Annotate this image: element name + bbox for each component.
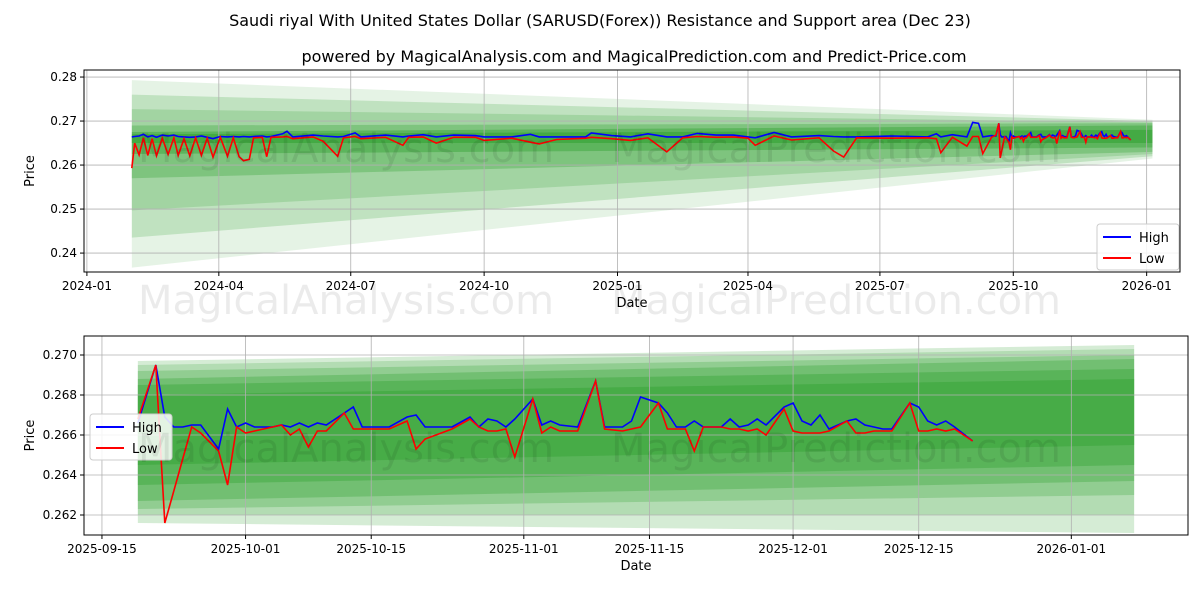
x-tick-label: 2025-12-01: [758, 542, 828, 556]
y-tick-label: 0.25: [50, 202, 77, 216]
x-tick-label: 2024-01: [62, 279, 112, 293]
y-tick-label: 0.264: [43, 468, 77, 482]
legend-low-label: Low: [132, 442, 158, 457]
legend-high-label: High: [1139, 231, 1169, 246]
y-axis-label: Price: [23, 155, 38, 187]
x-tick-label: 2025-04: [723, 279, 773, 293]
chart-subtitle: powered by MagicalAnalysis.com and Magic…: [301, 47, 966, 66]
x-tick-label: 2026-01: [1122, 279, 1172, 293]
y-tick-label: 0.266: [43, 428, 77, 442]
x-axis-label: Date: [616, 296, 647, 311]
watermark-prediction-bottom: MagicalPrediction.com: [611, 426, 1061, 472]
x-tick-label: 2025-11-01: [489, 542, 559, 556]
x-tick-label: 2025-10-15: [336, 542, 406, 556]
low-series-line: [131, 123, 1132, 169]
legend: High Low: [89, 413, 173, 461]
x-tick-label: 2025-09-15: [67, 542, 137, 556]
plot-frame: [83, 69, 1181, 273]
x-tick-label: 2025-01: [592, 279, 642, 293]
support-resistance-band: [137, 349, 1135, 515]
y-axis-label: Price: [23, 420, 38, 452]
y-tick-label: 0.262: [43, 508, 77, 522]
support-resistance-band: [131, 94, 1153, 238]
watermark-prediction-top: MagicalPrediction.com: [611, 126, 1061, 172]
low-series-line: [137, 364, 974, 524]
top-chart: 2024-01 2024-04 2024-07 2024-10 2025-01 2025-…: [23, 69, 1181, 311]
y-tick-label: 0.268: [43, 388, 77, 402]
watermark-analysis-top: MagicalAnalysis.com: [138, 126, 554, 172]
legend-low-label: Low: [1139, 252, 1165, 267]
support-resistance-band: [137, 379, 1135, 465]
x-axis-label: Date: [620, 559, 651, 574]
x-tick-label: 2025-11-15: [615, 542, 685, 556]
support-resistance-band: [137, 345, 1135, 533]
support-resistance-band: [131, 80, 1153, 268]
support-resistance-band: [137, 359, 1135, 501]
support-resistance-band: [131, 129, 1153, 144]
x-tick-label: 2024-10: [459, 279, 509, 293]
y-tick-label: 0.28: [50, 70, 77, 84]
y-tick-label: 0.24: [50, 246, 77, 260]
chart-title: Saudi riyal With United States Dollar (S…: [229, 11, 971, 30]
x-tick-label: 2026-01-01: [1036, 542, 1106, 556]
x-tick-label: 2024-04: [194, 279, 244, 293]
legend: High Low: [1096, 223, 1180, 271]
support-resistance-band: [137, 369, 1135, 485]
watermark-prediction-mid: MagicalPrediction.com: [611, 278, 1061, 324]
x-tick-label: 2024-07: [326, 279, 376, 293]
y-tick-label: 0.270: [43, 348, 77, 362]
plot-frame: [83, 335, 1189, 536]
x-tick-label: 2025-10: [988, 279, 1038, 293]
x-tick-label: 2025-07: [855, 279, 905, 293]
watermark-analysis-mid: MagicalAnalysis.com: [138, 278, 554, 324]
bottom-chart: 2025-09-15 2025-10-01 2025-10-15 2025-11-01…: [23, 335, 1189, 574]
support-resistance-band: [137, 355, 1135, 509]
x-tick-label: 2025-10-01: [211, 542, 281, 556]
watermark-analysis-bottom: MagicalAnalysis.com: [138, 426, 554, 472]
x-tick-label: 2025-12-15: [884, 542, 954, 556]
y-tick-label: 0.27: [50, 114, 77, 128]
y-tick-label: 0.26: [50, 158, 77, 172]
legend-high-label: High: [132, 421, 162, 436]
